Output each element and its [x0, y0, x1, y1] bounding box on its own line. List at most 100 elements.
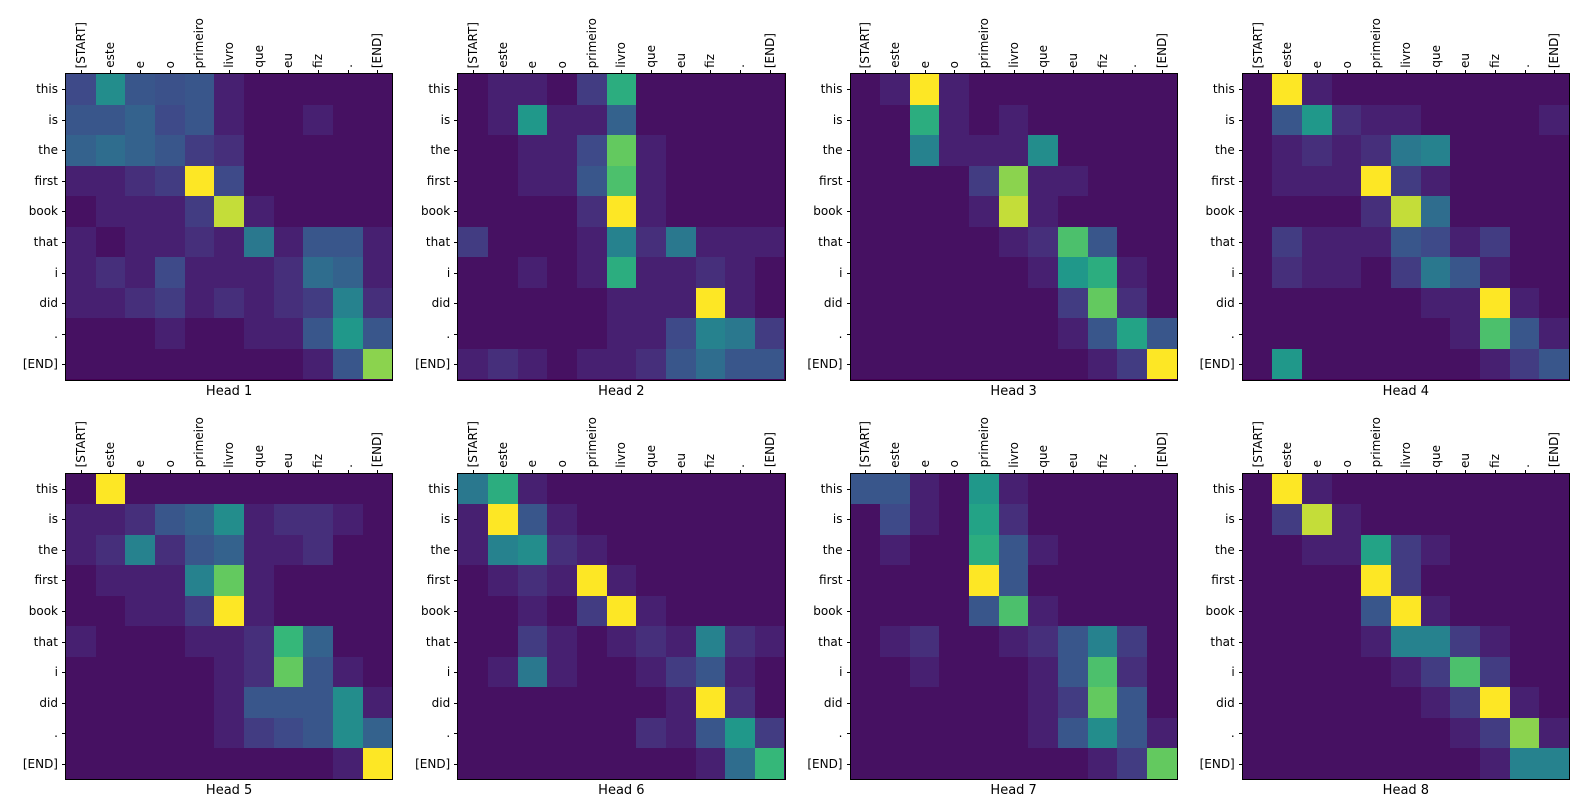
heatmap-cell: [909, 656, 940, 688]
heatmap-cell: [880, 717, 910, 749]
heatmap-cell: [1480, 104, 1510, 136]
heatmap-cell: [517, 165, 548, 197]
x-tick: o: [155, 404, 185, 474]
x-tick-label: o: [947, 460, 962, 468]
heatmap-cell: [1058, 656, 1088, 688]
heatmap-cell: [1272, 534, 1303, 566]
heatmap-cell: [1147, 534, 1177, 566]
x-tick: o: [547, 4, 577, 74]
x-tick-label: este: [103, 441, 118, 468]
heatmap-cell: [1242, 687, 1273, 718]
heatmap-cell: [303, 534, 333, 566]
x-tick: [START]: [66, 4, 96, 74]
heatmap-cell: [1302, 656, 1332, 688]
heatmap-cell: [1058, 565, 1088, 596]
y-tick-labels: this is the first book that i did. [END]: [402, 74, 459, 380]
heatmap-cell: [1509, 165, 1540, 197]
heatmap-cell: [214, 257, 244, 288]
heatmap-cell: [636, 318, 666, 349]
heatmap-cell: [850, 348, 881, 380]
subplot-title: Head 1: [205, 383, 253, 399]
heatmap-cell: [880, 565, 910, 596]
heatmap-cell: [1087, 287, 1118, 319]
heatmap-cell: [362, 135, 393, 166]
heatmap-cell: [125, 165, 155, 197]
heatmap-cell: [1242, 257, 1273, 288]
heatmap-cell: [547, 165, 577, 197]
heatmap-cell: [969, 196, 999, 227]
heatmap-cell: [850, 504, 881, 535]
heatmap-cell: [66, 196, 96, 227]
heatmap-cell: [1539, 534, 1569, 566]
x-tick: [END]: [363, 4, 393, 74]
heatmap-cell: [1331, 104, 1362, 136]
subplot-head-7: [START] este e o primeiro livro que eu fiz. [END]…: [795, 404, 1187, 804]
heatmap-cell: [606, 534, 637, 566]
heatmap-cell: [95, 626, 126, 657]
y-tick-label: did: [402, 288, 459, 319]
y-tick-label: first: [10, 166, 66, 197]
heatmap-cell: [1058, 318, 1088, 349]
heatmap-cell: [1242, 348, 1273, 380]
x-tick-labels: [START] este e o primeiro livro que eu fiz. [END]: [1243, 404, 1569, 474]
heatmap-cell: [754, 226, 785, 258]
heatmap-head-6: [457, 472, 786, 780]
heatmap-cell: [1450, 104, 1481, 136]
heatmap-cell: [1420, 565, 1451, 596]
heatmap-cell: [665, 534, 696, 566]
heatmap-cell: [1117, 257, 1148, 288]
heatmap-cell: [95, 565, 126, 596]
heatmap-cell: [154, 257, 185, 288]
x-tick-label: o: [1339, 60, 1354, 68]
heatmap-cell: [458, 717, 488, 749]
heatmap-cell: [695, 257, 726, 288]
heatmap-cell: [125, 748, 155, 779]
heatmap-cell: [303, 287, 333, 319]
heatmap-cell: [606, 318, 637, 349]
heatmap-cell: [273, 257, 304, 288]
x-tick-label: primeiro: [976, 417, 991, 468]
heatmap-cell: [1509, 687, 1540, 718]
y-tick-label: that: [1187, 227, 1243, 258]
heatmap-cell: [1450, 717, 1481, 749]
heatmap-cell: [725, 74, 755, 105]
y-tick-label: .: [402, 718, 459, 749]
heatmap-cell: [998, 687, 1029, 718]
heatmap-cell: [725, 104, 755, 136]
heatmap-cell: [1361, 748, 1392, 779]
heatmap-cell: [850, 226, 881, 258]
heatmap-cell: [665, 135, 696, 166]
heatmap-cell: [547, 626, 577, 657]
heatmap-cell: [273, 196, 304, 227]
heatmap-cell: [95, 135, 126, 166]
heatmap-cell: [576, 226, 607, 258]
heatmap-cell: [362, 104, 393, 136]
heatmap-cell: [909, 473, 940, 505]
heatmap-cell: [154, 656, 185, 688]
x-tick-label: eu: [673, 452, 688, 468]
y-tick-label: the: [10, 535, 66, 566]
heatmap-cell: [243, 473, 274, 505]
heatmap-cell: [1420, 534, 1451, 566]
heatmap-cell: [1480, 687, 1510, 718]
heatmap-cell: [125, 104, 155, 136]
heatmap-cell: [1117, 226, 1148, 258]
heatmap-cell: [214, 717, 244, 749]
heatmap-cell: [636, 165, 666, 197]
heatmap-cell: [636, 595, 666, 627]
x-tick: este: [488, 404, 518, 474]
y-tick-label: i: [1187, 657, 1243, 688]
x-tick-labels: [START] este e o primeiro livro que eu fiz. [END]: [458, 404, 784, 474]
x-tick-labels: [START] este e o primeiro livro que eu fiz. [END]: [851, 404, 1177, 474]
heatmap-cell: [909, 196, 940, 227]
heatmap-cell: [154, 595, 185, 627]
heatmap-cell: [273, 165, 304, 197]
heatmap-cell: [1420, 473, 1451, 505]
heatmap-cell: [1302, 626, 1332, 657]
heatmap-cell: [1028, 257, 1059, 288]
subplot-head-2: [START] este e o primeiro livro que eu fiz. [END]…: [402, 4, 794, 404]
heatmap-cell: [1420, 595, 1451, 627]
heatmap-cell: [939, 165, 970, 197]
heatmap-cell: [1058, 595, 1088, 627]
heatmap-cell: [243, 104, 274, 136]
